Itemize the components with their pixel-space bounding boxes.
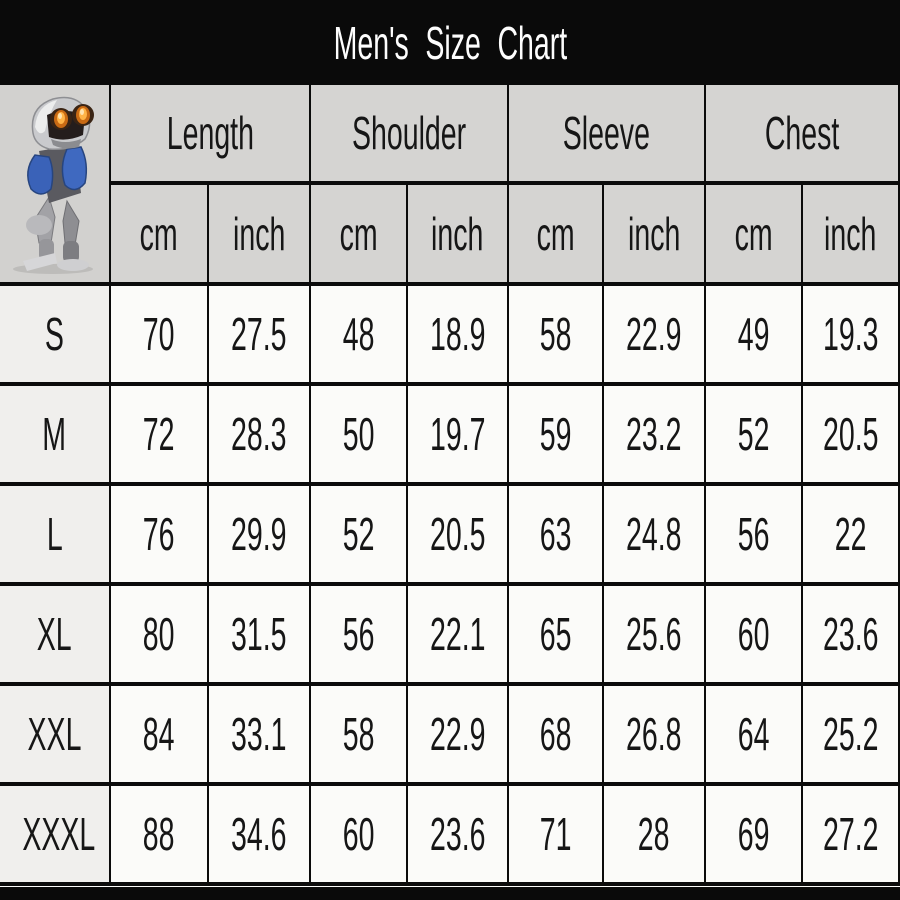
value-cell: 52 <box>309 482 409 586</box>
value-cell: 52 <box>704 382 804 486</box>
value-cell: 71 <box>507 782 605 886</box>
value-cell: 26.8 <box>602 682 707 786</box>
value-cell: 76 <box>109 482 209 586</box>
value-cell: 59 <box>507 382 605 486</box>
value-cell: 84 <box>109 682 209 786</box>
unit-header-row: cm inch cm inch cm inch cm inch <box>0 181 900 286</box>
value-cell: 50 <box>309 382 409 486</box>
size-label-cell: L <box>0 482 111 586</box>
size-table: Length Shoulder Sleeve Chest cm inch cm … <box>0 85 900 886</box>
value-cell: 18.9 <box>406 282 510 386</box>
value-cell: 31.5 <box>206 582 312 686</box>
value-cell: 22.9 <box>602 282 707 386</box>
value-cell: 70 <box>109 282 209 386</box>
value-cell: 88 <box>109 782 209 886</box>
unit-chest-cm: cm <box>704 181 804 286</box>
table-row: L 76 29.9 52 20.5 63 24.8 56 22 <box>0 482 900 586</box>
value-cell: 56 <box>704 482 804 586</box>
unit-shoulder-inch: inch <box>406 181 510 286</box>
value-cell: 60 <box>309 782 409 886</box>
unit-length-inch: inch <box>206 181 312 286</box>
header-shoulder: Shoulder <box>309 85 510 185</box>
value-cell: 23.6 <box>406 782 510 886</box>
value-cell: 33.1 <box>206 682 312 786</box>
value-cell: 27.5 <box>206 282 312 386</box>
bottom-border-bar <box>0 887 900 900</box>
value-cell: 64 <box>704 682 804 786</box>
size-label-cell: M <box>0 382 111 486</box>
value-cell: 69 <box>704 782 804 886</box>
value-cell: 23.6 <box>801 582 900 686</box>
unit-length-cm: cm <box>110 181 209 286</box>
value-cell: 72 <box>109 382 209 486</box>
value-cell: 20.5 <box>801 382 900 486</box>
table-row: S 70 27.5 48 18.9 58 22.9 49 19.3 <box>0 282 900 386</box>
value-cell: 19.7 <box>406 382 510 486</box>
size-label-cell: XL <box>0 582 111 686</box>
robot-mascot-cell <box>0 85 111 286</box>
title-bar: Men's Size Chart <box>0 0 900 85</box>
header-sleeve: Sleeve <box>507 85 707 185</box>
header-chest: Chest <box>704 85 900 185</box>
value-cell: 28 <box>602 782 707 886</box>
value-cell: 80 <box>109 582 209 686</box>
measure-header-row: Length Shoulder Sleeve Chest <box>0 85 900 286</box>
header-length: Length <box>108 85 312 185</box>
value-cell: 22.9 <box>406 682 510 786</box>
table-row: M 72 28.3 50 19.7 59 23.2 52 20.5 <box>0 382 900 486</box>
table-row: XXL 84 33.1 58 22.9 68 26.8 64 25.2 <box>0 682 900 786</box>
value-cell: 20.5 <box>406 482 510 586</box>
value-cell: 58 <box>507 282 605 386</box>
value-cell: 19.3 <box>801 282 900 386</box>
size-label-cell: XXL <box>0 682 111 786</box>
unit-sleeve-inch: inch <box>602 181 707 286</box>
robot-mascot-icon <box>12 96 94 274</box>
value-cell: 48 <box>309 282 409 386</box>
size-table-body: S 70 27.5 48 18.9 58 22.9 49 19.3 M 72 2… <box>0 282 900 886</box>
value-cell: 29.9 <box>206 482 312 586</box>
unit-chest-inch: inch <box>801 181 900 286</box>
value-cell: 25.6 <box>602 582 707 686</box>
value-cell: 24.8 <box>602 482 707 586</box>
table-row: XXXL 88 34.6 60 23.6 71 28 69 27.2 <box>0 782 900 886</box>
value-cell: 60 <box>704 582 804 686</box>
unit-shoulder-cm: cm <box>309 181 409 286</box>
value-cell: 65 <box>507 582 605 686</box>
size-label-cell: S <box>0 282 111 386</box>
value-cell: 34.6 <box>206 782 312 886</box>
value-cell: 58 <box>309 682 409 786</box>
size-label-cell: XXXL <box>0 782 111 886</box>
table-row: XL 80 31.5 56 22.1 65 25.6 60 23.6 <box>0 582 900 686</box>
value-cell: 22 <box>801 482 900 586</box>
value-cell: 28.3 <box>206 382 312 486</box>
page-title: Men's Size Chart <box>333 16 567 69</box>
value-cell: 56 <box>309 582 409 686</box>
unit-sleeve-cm: cm <box>507 181 605 286</box>
value-cell: 49 <box>704 282 804 386</box>
value-cell: 63 <box>507 482 605 586</box>
value-cell: 27.2 <box>801 782 900 886</box>
value-cell: 23.2 <box>602 382 707 486</box>
value-cell: 25.2 <box>801 682 900 786</box>
value-cell: 22.1 <box>406 582 510 686</box>
value-cell: 68 <box>507 682 605 786</box>
